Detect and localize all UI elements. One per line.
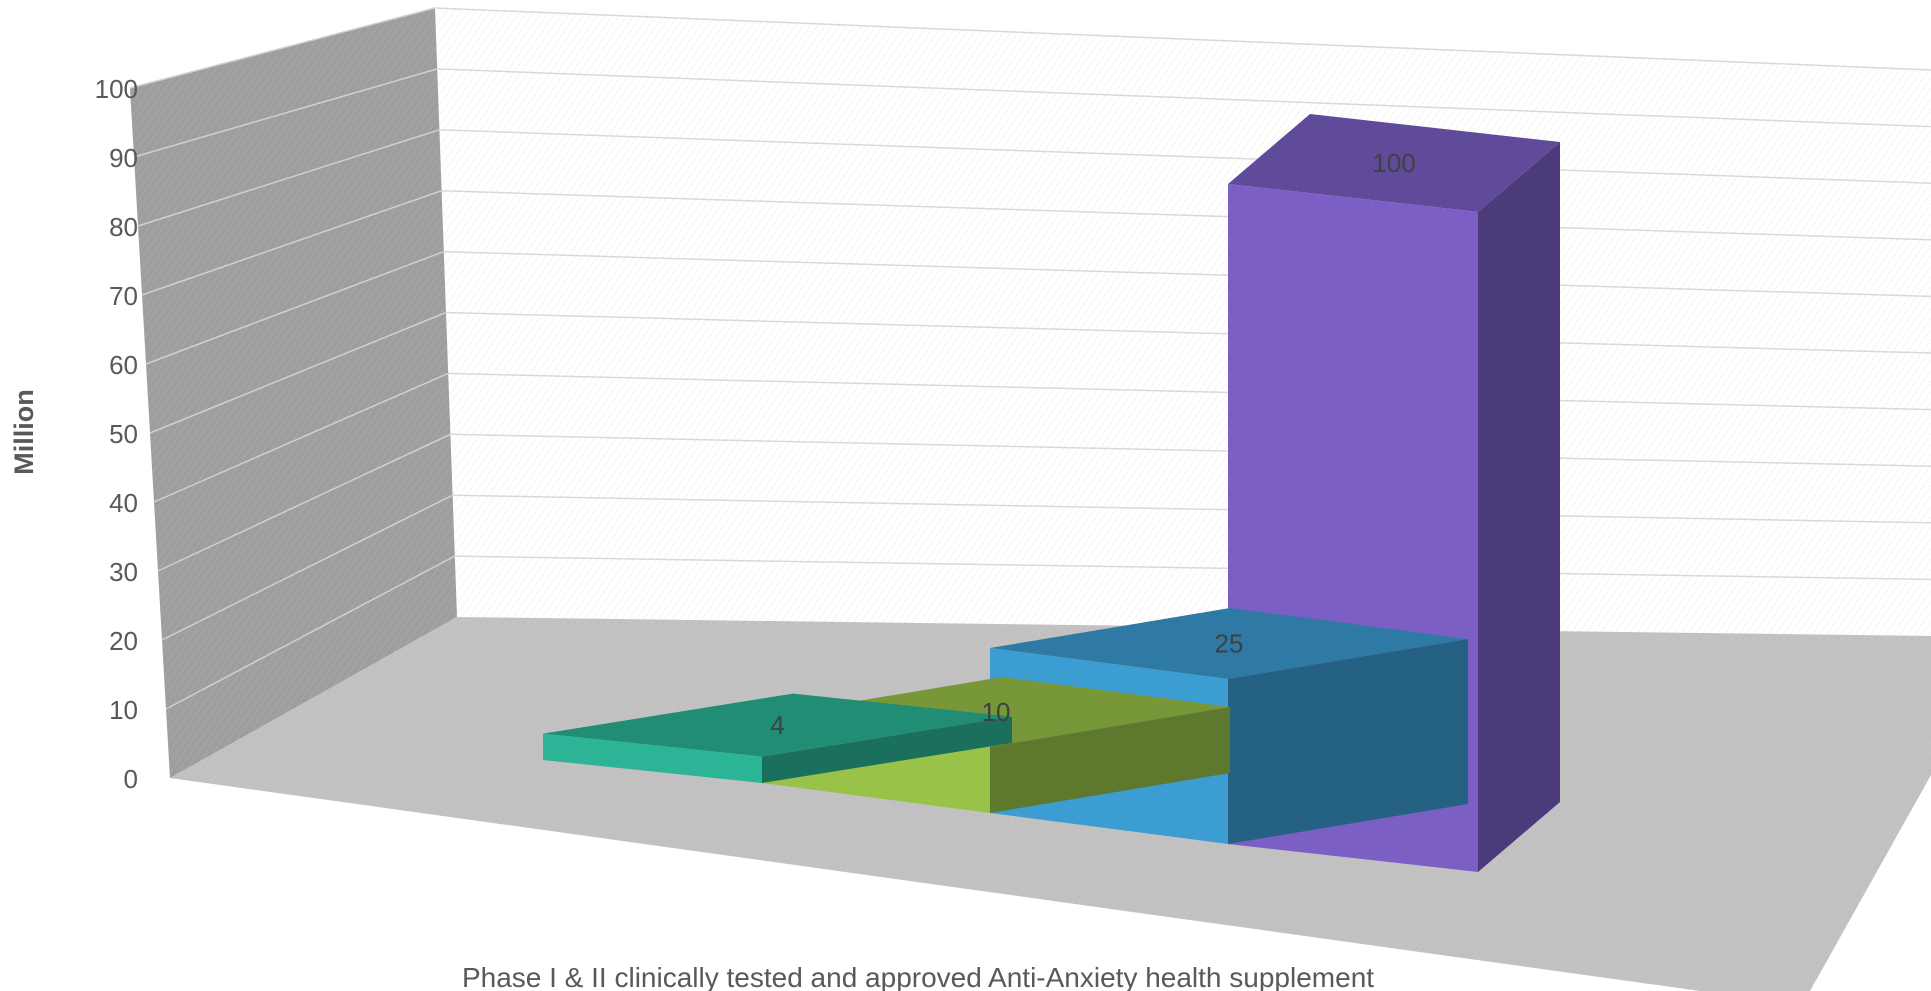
gridline <box>161 494 453 641</box>
gridline <box>439 129 1931 184</box>
gridline <box>133 68 438 158</box>
data-label: 25 <box>1215 629 1244 659</box>
y-tick-label: 100 <box>95 74 138 104</box>
bar <box>543 693 1012 783</box>
y-tick-label: 20 <box>109 626 138 656</box>
data-label: 10 <box>982 697 1011 727</box>
y-axis-ticks: 0 10 20 30 40 50 60 70 80 90 100 <box>95 74 138 794</box>
gridline <box>129 7 436 89</box>
gridline <box>145 250 445 365</box>
gridline <box>137 129 440 227</box>
y-tick-label: 80 <box>109 212 138 242</box>
y-tick-label: 40 <box>109 488 138 518</box>
y-tick-label: 60 <box>109 350 138 380</box>
bar-top <box>1228 114 1560 212</box>
gridline <box>437 68 1931 128</box>
gridline <box>157 433 451 572</box>
data-label: 100 <box>1372 148 1415 178</box>
gridline <box>448 372 1931 411</box>
x-axis-label: Phase I & II clinically tested and appro… <box>462 962 1374 991</box>
bar-top <box>990 608 1468 679</box>
gridline <box>443 250 1931 298</box>
bar-side <box>1228 639 1468 844</box>
gridlines <box>129 7 1931 710</box>
gridline <box>450 433 1931 467</box>
gridline <box>454 555 1931 581</box>
gridline <box>434 7 1931 71</box>
data-labels: 4 10 25 100 <box>770 148 1415 740</box>
y-tick-label: 90 <box>109 143 138 173</box>
y-tick-label: 10 <box>109 695 138 725</box>
bar-top <box>543 693 1012 757</box>
bar-side <box>762 716 1012 783</box>
gridline <box>149 311 447 434</box>
bar-side <box>990 707 1230 813</box>
bars <box>543 114 1560 872</box>
data-label: 4 <box>770 710 784 740</box>
gridline <box>165 555 456 710</box>
gridline <box>141 189 442 296</box>
bar-side <box>1478 142 1560 872</box>
y-tick-label: 70 <box>109 281 138 311</box>
gridline <box>153 372 449 503</box>
y-tick-label: 0 <box>124 764 138 794</box>
gridline <box>452 494 1931 524</box>
y-tick-label: 50 <box>109 419 138 449</box>
gridline <box>441 189 1931 241</box>
y-tick-label: 30 <box>109 557 138 587</box>
bar-front <box>543 733 762 783</box>
gridline <box>445 311 1931 354</box>
y-axis-label: Million <box>9 389 39 474</box>
